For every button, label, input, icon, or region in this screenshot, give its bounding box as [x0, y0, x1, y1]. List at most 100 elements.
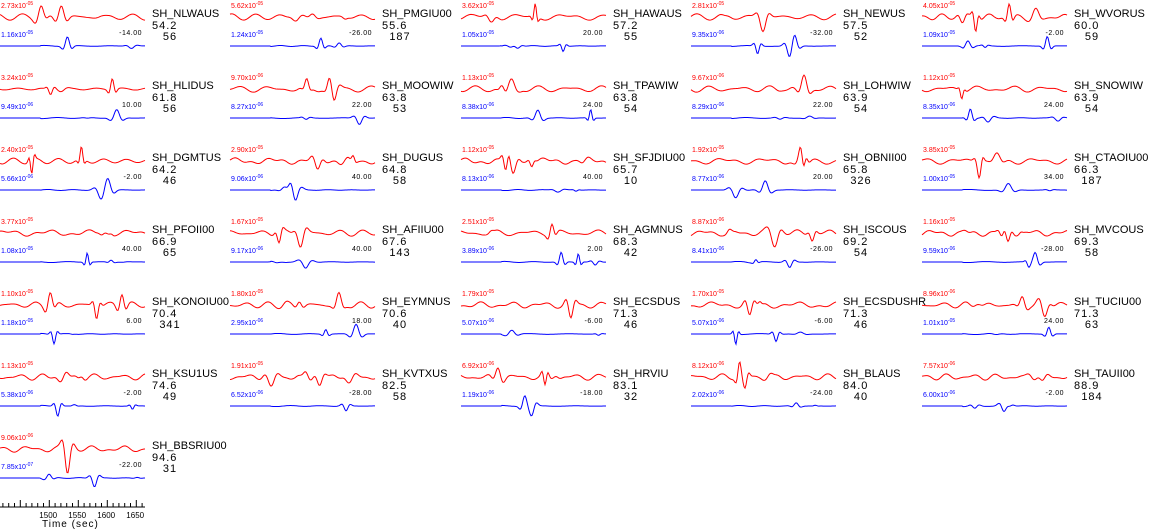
- time-shift: -32.00: [810, 30, 833, 37]
- station-name: SH_BLAUS: [843, 368, 901, 380]
- synthetic-trace: [922, 108, 1068, 123]
- station-panel: 9.06x10-06 7.85x10-07 -22.00 SH_BBSRIU00 94.…: [0, 432, 230, 504]
- time-shift: 24.00: [582, 102, 603, 109]
- station-name: SH_MVCOUS: [1074, 224, 1144, 236]
- observed-trace: [229, 77, 376, 101]
- synthetic-amplitude: 8.38x10-06: [462, 102, 495, 111]
- observed-amplitude: 3.62x10-05: [462, 1, 495, 10]
- waveform-plot: [460, 78, 607, 122]
- observed-trace: [690, 361, 837, 390]
- time-shift: 40.00: [351, 174, 372, 181]
- distance: 71.3: [843, 308, 869, 320]
- time-shift: -2.00: [123, 390, 142, 397]
- azimuth: 187: [1081, 175, 1103, 187]
- station-name: SH_TPAWIW: [613, 80, 679, 92]
- waveform-plot: [690, 146, 837, 199]
- station-name: SH_BBSRIU00: [152, 440, 227, 452]
- time-shift: 24.00: [1043, 318, 1064, 325]
- synthetic-trace: [691, 34, 836, 57]
- time-shift: 22.00: [351, 102, 372, 109]
- station-panel: 2.40x10-05 5.66x10-06 -2.00 SH_DGMTUS 64.2 46: [0, 144, 230, 216]
- observed-trace: [690, 300, 837, 316]
- synthetic-amplitude: 9.06x10-06: [231, 174, 264, 183]
- observed-trace: [921, 85, 1068, 100]
- observed-amplitude: 9.67x10-06: [692, 73, 725, 82]
- station-panel: 3.85x10-05 1.00x10-05 34.00 SH_CTAOIU00 66.3…: [921, 144, 1152, 216]
- waveform-plot: [0, 371, 146, 418]
- azimuth: 40: [853, 391, 869, 403]
- waveform-plot: [0, 78, 146, 121]
- synthetic-trace: [0, 402, 146, 418]
- station-panel: 2.81x10-05 9.35x10-06 -32.00 SH_NEWUS 57.5 52: [690, 0, 921, 72]
- synthetic-amplitude: 9.49x10-06: [1, 102, 34, 111]
- station-name: SH_HRVIU: [613, 368, 669, 380]
- observed-trace: [229, 13, 376, 22]
- time-shift: 40.00: [121, 246, 142, 253]
- synthetic-trace: [691, 180, 836, 199]
- waveform-plot: [690, 300, 837, 346]
- station-name: SH_TAUII00: [1074, 368, 1135, 380]
- azimuth: 54: [853, 103, 869, 115]
- observed-amplitude: 1.70x10-05: [692, 289, 725, 298]
- synthetic-trace: [461, 43, 607, 53]
- time-shift: 22.00: [812, 102, 833, 109]
- time-shift: -18.00: [580, 390, 603, 397]
- distance: 65.8: [843, 164, 869, 176]
- waveform-plot: [921, 152, 1068, 193]
- observed-amplitude: 1.16x10-05: [923, 217, 956, 226]
- station-panel: 2.73x10-05 1.16x10-05 -14.00 SH_NLWAUS 54.2 5…: [0, 0, 230, 72]
- x-tick-label: 1600: [97, 511, 116, 520]
- distance: 54.2: [152, 20, 178, 32]
- distance: 57.2: [613, 20, 639, 32]
- observed-trace: [229, 291, 376, 310]
- synthetic-amplitude: 2.02x10-06: [692, 390, 725, 399]
- azimuth: 65: [162, 247, 178, 259]
- distance: 70.6: [382, 308, 408, 320]
- time-axis: [0, 500, 145, 508]
- observed-amplitude: 2.73x10-05: [1, 1, 34, 10]
- observed-trace: [0, 5, 146, 24]
- observed-trace: [921, 152, 1068, 180]
- station-panel: 8.87x10-06 8.41x10-06 -26.00 SH_ISCOUS 69.2 5…: [690, 216, 921, 288]
- waveform-plot: [460, 222, 607, 266]
- time-shift: 6.00: [126, 318, 142, 325]
- time-shift: -2.00: [123, 174, 142, 181]
- station-panel: 5.62x10-05 1.24x10-05 -26.00 SH_PMGIU00 55.6…: [229, 0, 460, 72]
- observed-amplitude: 5.62x10-05: [231, 1, 264, 10]
- observed-trace: [0, 291, 146, 319]
- synthetic-amplitude: 9.35x10-06: [692, 30, 725, 39]
- waveform-plot: [229, 13, 376, 50]
- station-name: SH_NEWUS: [843, 8, 906, 20]
- waveform-plot: [460, 3, 607, 53]
- waveform-plot: [921, 2, 1068, 50]
- distance: 70.4: [152, 308, 178, 320]
- waveform-plot: [0, 229, 146, 266]
- observed-amplitude: 4.05x10-05: [923, 1, 956, 10]
- distance: 68.3: [613, 236, 639, 248]
- azimuth: 56: [162, 31, 178, 43]
- observed-amplitude: 3.24x10-05: [1, 73, 34, 82]
- time-shift: -28.00: [349, 390, 372, 397]
- waveform-plot: [229, 371, 376, 412]
- waveform-plot: [690, 226, 837, 268]
- station-panel: 1.13x10-05 5.38x10-06 -2.00 SH_KSU1US 74.6 49: [0, 360, 230, 432]
- synthetic-amplitude: 8.13x10-06: [462, 174, 495, 183]
- synthetic-trace: [0, 331, 146, 346]
- synthetic-trace: [691, 258, 837, 268]
- synthetic-trace: [922, 251, 1068, 269]
- azimuth: 46: [162, 175, 178, 187]
- observed-amplitude: 8.96x10-06: [923, 289, 956, 298]
- time-shift: 18.00: [351, 318, 372, 325]
- synthetic-trace: [0, 109, 146, 121]
- synthetic-trace: [230, 115, 376, 125]
- waveform-plot: [460, 298, 607, 337]
- station-name: SH_KSU1US: [152, 368, 218, 380]
- synthetic-trace: [691, 402, 837, 408]
- azimuth: 56: [162, 103, 178, 115]
- time-shift: -26.00: [810, 246, 833, 253]
- observed-amplitude: 2.40x10-05: [1, 145, 34, 154]
- synthetic-trace: [461, 394, 607, 417]
- waveform-plot: [229, 154, 376, 201]
- observed-amplitude: 3.85x10-05: [923, 145, 956, 154]
- time-shift: -2.00: [1045, 30, 1064, 37]
